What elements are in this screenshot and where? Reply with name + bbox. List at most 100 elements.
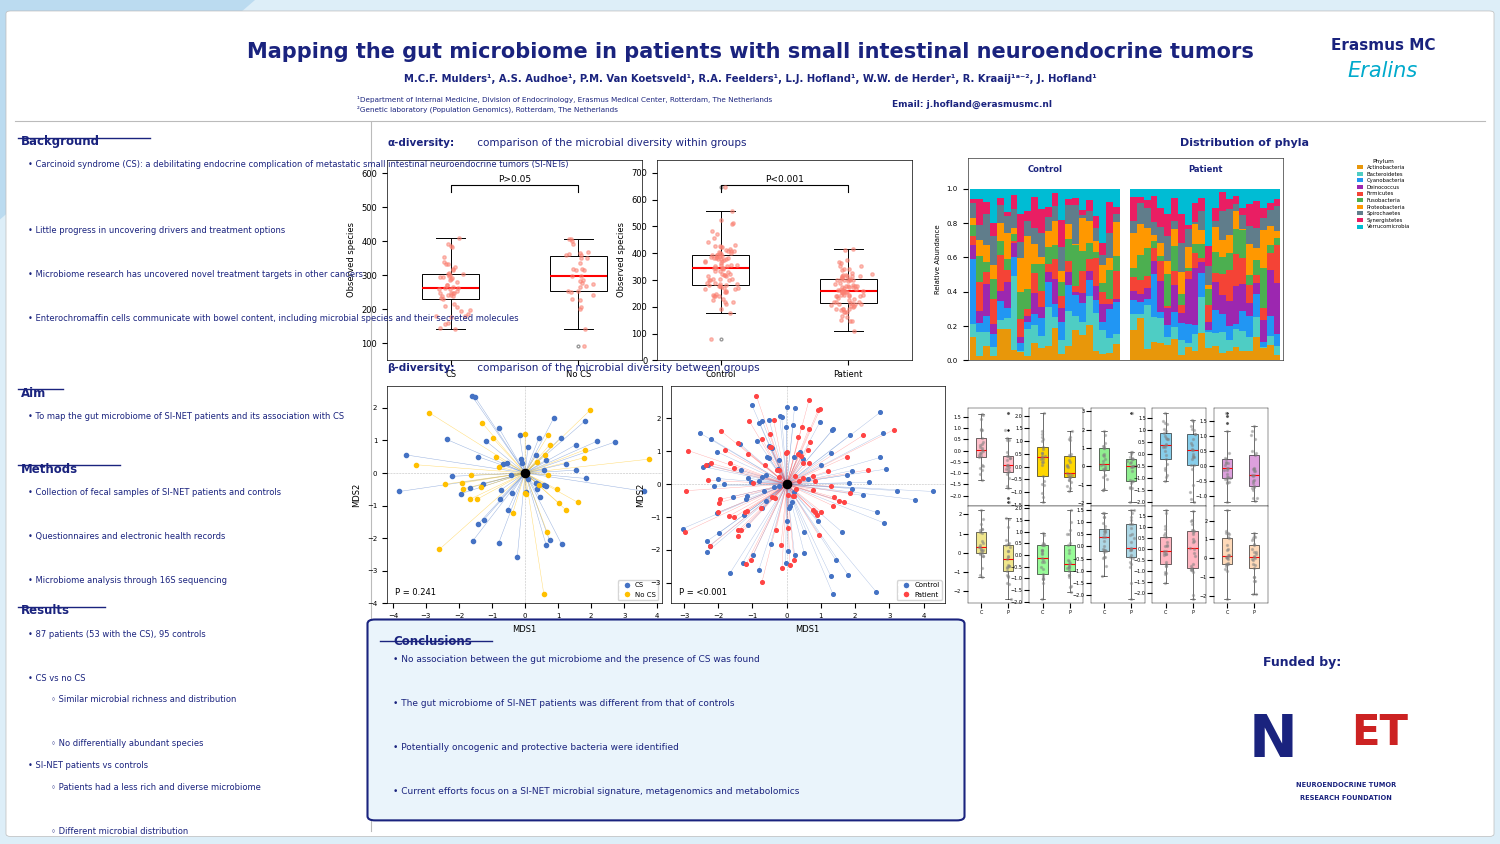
Point [470, 480, 494, 494]
Point [970, 443, 994, 457]
Point [1242, 419, 1266, 433]
Bar [1178, 295, 1185, 306]
Point [564, 262, 588, 276]
Point [1215, 475, 1239, 489]
Point [996, 465, 1020, 479]
Bar [1144, 349, 1150, 360]
Point [765, 463, 789, 476]
Point [970, 441, 994, 454]
Point [438, 267, 462, 280]
Bar [1191, 189, 1198, 203]
Bar [1137, 279, 1144, 294]
Point [708, 493, 732, 506]
Bar [1198, 296, 1206, 333]
Point [568, 280, 592, 294]
Bar [1086, 243, 1092, 259]
Text: P = <0.001: P = <0.001 [678, 587, 726, 597]
Point [825, 273, 849, 287]
Point [714, 252, 738, 265]
Point [764, 492, 788, 506]
Point [711, 262, 735, 276]
Point [710, 247, 734, 261]
Text: N: N [1248, 711, 1298, 769]
Bar [1065, 224, 1072, 239]
Point [705, 248, 729, 262]
Point [708, 246, 732, 259]
Point [1092, 482, 1116, 495]
Point [849, 297, 873, 311]
Point [1214, 472, 1237, 485]
Point [534, 479, 558, 493]
Point [969, 522, 993, 536]
Bar [1212, 310, 1219, 333]
Point [528, 490, 552, 504]
PathPatch shape [1188, 435, 1197, 465]
Bar [1274, 346, 1281, 355]
Point [1030, 562, 1054, 576]
Bar [1030, 228, 1038, 244]
Bar [969, 236, 976, 245]
Point [1180, 523, 1204, 537]
Point [807, 403, 831, 416]
Point [752, 484, 776, 497]
PathPatch shape [976, 438, 986, 457]
PathPatch shape [1100, 528, 1108, 551]
Point [738, 553, 762, 566]
Point [712, 295, 736, 309]
Point [1178, 542, 1202, 555]
Point [1118, 544, 1142, 557]
Bar [1150, 222, 1158, 235]
Point [432, 300, 456, 313]
Point [1242, 546, 1266, 560]
Bar [1113, 333, 1120, 344]
Point [1029, 538, 1053, 552]
Point [1056, 473, 1080, 487]
Y-axis label: Observed species: Observed species [616, 223, 626, 297]
Bar [1100, 354, 1106, 360]
Point [837, 477, 861, 490]
Point [446, 300, 470, 314]
Text: ◦ Similar microbial richness and distribution: ◦ Similar microbial richness and distrib… [51, 695, 237, 705]
Bar [990, 223, 998, 236]
Bar [1274, 355, 1281, 360]
Point [837, 293, 861, 306]
Point [796, 422, 820, 436]
Y-axis label: MDS2: MDS2 [636, 483, 645, 506]
Point [1056, 479, 1080, 493]
Point [1058, 537, 1082, 550]
Point [836, 269, 860, 283]
Bar [1252, 228, 1260, 248]
Point [1056, 466, 1080, 479]
Point [1154, 539, 1178, 553]
Bar [1212, 227, 1219, 252]
Point [1059, 586, 1083, 599]
Bar [1044, 231, 1052, 247]
Bar [1038, 317, 1044, 336]
Point [1152, 544, 1176, 558]
Text: P>0.05: P>0.05 [498, 175, 531, 184]
Point [710, 254, 734, 268]
Bar [1185, 272, 1191, 279]
Bar [1158, 281, 1164, 312]
Point [546, 483, 570, 496]
Bar [1011, 234, 1017, 241]
Point [1155, 566, 1179, 580]
Point [1154, 441, 1178, 454]
Text: Results: Results [21, 604, 70, 617]
Point [833, 284, 856, 297]
Point [1218, 549, 1242, 563]
Bar [1239, 208, 1246, 215]
Point [819, 570, 843, 583]
Bar [1158, 189, 1164, 208]
Point [1182, 427, 1206, 441]
Bar [1206, 333, 1212, 349]
Point [696, 534, 720, 548]
Point [450, 476, 474, 490]
Point [698, 279, 721, 292]
Point [696, 458, 720, 472]
Point [1215, 462, 1239, 475]
PathPatch shape [1222, 538, 1232, 564]
Bar [1024, 309, 1030, 316]
Bar [1100, 283, 1106, 292]
Bar [1044, 247, 1052, 264]
